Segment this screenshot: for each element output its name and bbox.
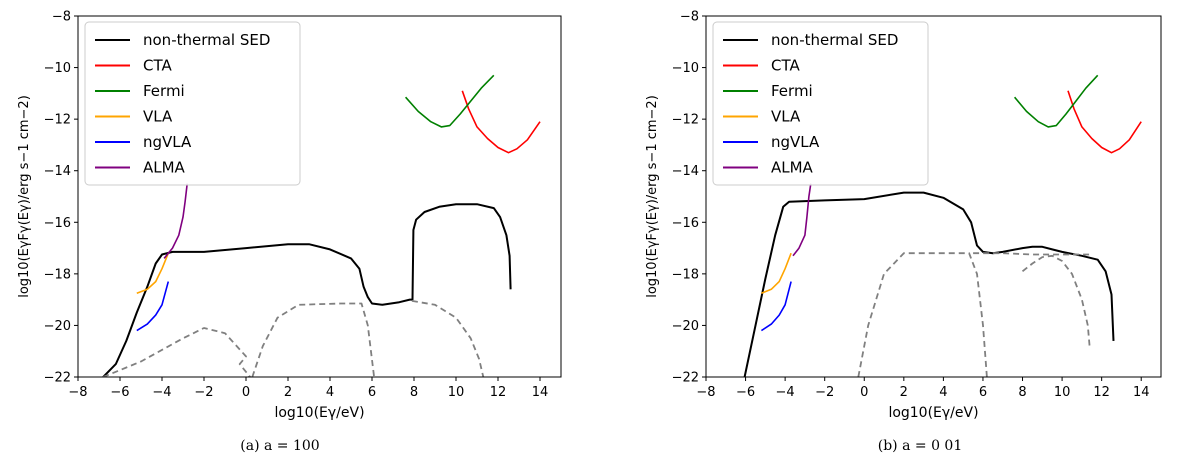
- x-tick-label: −6: [736, 385, 755, 400]
- x-tick-label: 4: [326, 385, 334, 400]
- y-tick-label: −22: [44, 371, 71, 386]
- x-tick-label: 12: [490, 385, 507, 400]
- legend-entry: Fermi: [771, 82, 813, 100]
- x-tick-label: 10: [448, 385, 465, 400]
- series-non-thermal-sed: [743, 191, 1115, 377]
- y-axis-label: log10(EγFγ(Eγ)/erg s−1 cm−2): [645, 95, 660, 298]
- y-tick-label: −18: [44, 267, 71, 282]
- legend-entry: VLA: [143, 108, 173, 126]
- legend-entry: ngVLA: [771, 133, 820, 151]
- legend-box: [84, 21, 301, 186]
- legend: non-thermal SED CTA Fermi VLA ngVLA ALMA: [712, 21, 929, 186]
- legend-entry: ALMA: [771, 159, 814, 177]
- series-component-1: [102, 327, 251, 377]
- axes-frame: [77, 15, 562, 378]
- x-tick-label: 14: [532, 385, 549, 400]
- y-tick-label: −12: [44, 113, 71, 128]
- x-tick-label: 6: [368, 385, 376, 400]
- chart-panel-b: −8 −6 −4 −2 0 2 4 6 8 10 12 14−22−20−18−16−14−12−10…: [645, 10, 1162, 454]
- x-axis-label: log10(Eγ/eV): [274, 405, 364, 421]
- legend-entry: non-thermal SED: [771, 31, 898, 49]
- series-ngvla: [760, 281, 792, 332]
- y-tick-label: −20: [44, 319, 71, 334]
- series-alma: [163, 183, 188, 259]
- legend-entry: ALMA: [143, 159, 186, 177]
- plot-area: [743, 74, 1142, 377]
- legend: non-thermal SED CTA Fermi VLA ngVLA ALMA: [84, 21, 301, 186]
- axes-frame: [705, 15, 1162, 378]
- x-tick-label: 8: [1018, 385, 1026, 400]
- y-tick-label: −22: [672, 371, 699, 386]
- series-cta: [461, 90, 541, 154]
- y-tick-label: −10: [44, 61, 71, 76]
- plot-area: [102, 74, 541, 377]
- x-tick-label: 8: [410, 385, 418, 400]
- x-tick-label: −4: [776, 385, 795, 400]
- x-tick-label: 10: [1054, 385, 1071, 400]
- series-cta: [1067, 90, 1142, 154]
- series-component-2: [251, 302, 375, 377]
- x-tick-label: 0: [242, 385, 250, 400]
- series-ngvla: [136, 281, 170, 332]
- x-axis-label: log10(Eγ/eV): [888, 405, 978, 421]
- x-tick-label: −2: [815, 385, 834, 400]
- x-tick-label: 4: [939, 385, 947, 400]
- legend-entry: CTA: [143, 57, 172, 75]
- legend-box: [712, 21, 929, 186]
- x-tick-label: 2: [284, 385, 292, 400]
- series-fermi: [1013, 74, 1099, 128]
- x-tick-label: 2: [900, 385, 908, 400]
- legend-entry: CTA: [771, 57, 800, 75]
- x-tick-label: 14: [1133, 385, 1150, 400]
- y-tick-label: −8: [52, 10, 71, 25]
- legend-entry: ngVLA: [143, 133, 192, 151]
- panel-caption: (a) a = 100: [240, 438, 319, 454]
- legend-entry: VLA: [771, 108, 801, 126]
- x-tick-label: −2: [194, 385, 213, 400]
- series-alma: [792, 183, 812, 257]
- panel-caption: (b) a = 0 01: [878, 438, 963, 454]
- y-tick-label: −10: [672, 61, 699, 76]
- legend-entry: non-thermal SED: [143, 31, 270, 49]
- y-axis-label: log10(EγFγ(Eγ)/erg s−1 cm−2): [17, 95, 32, 298]
- legend-entry: Fermi: [143, 82, 185, 100]
- series-non-thermal-sed: [102, 203, 512, 377]
- series-vla: [136, 252, 170, 294]
- x-tick-label: 0: [860, 385, 868, 400]
- x-tick-label: −8: [696, 385, 715, 400]
- series-component-3: [1021, 254, 1091, 349]
- series-component-3: [411, 300, 485, 377]
- x-tick-label: −4: [152, 385, 171, 400]
- chart-panel-a: −8 −6 −4 −2 0 2 4 6 8 10 12 14−22−20−18−16−14−12−10…: [17, 10, 562, 454]
- y-tick-label: −16: [44, 216, 71, 231]
- y-tick-label: −14: [44, 164, 71, 179]
- series-vla: [761, 252, 792, 294]
- y-tick-label: −16: [672, 216, 699, 231]
- series-component-1: [857, 252, 988, 377]
- x-tick-label: 12: [1093, 385, 1110, 400]
- series-fermi: [405, 74, 495, 128]
- y-tick-label: −8: [680, 10, 699, 25]
- x-tick-label: 6: [979, 385, 987, 400]
- y-tick-label: −20: [672, 319, 699, 334]
- y-tick-label: −18: [672, 267, 699, 282]
- x-tick-label: −6: [110, 385, 129, 400]
- x-tick-label: −8: [68, 385, 87, 400]
- y-tick-label: −14: [672, 164, 699, 179]
- y-tick-label: −12: [672, 113, 699, 128]
